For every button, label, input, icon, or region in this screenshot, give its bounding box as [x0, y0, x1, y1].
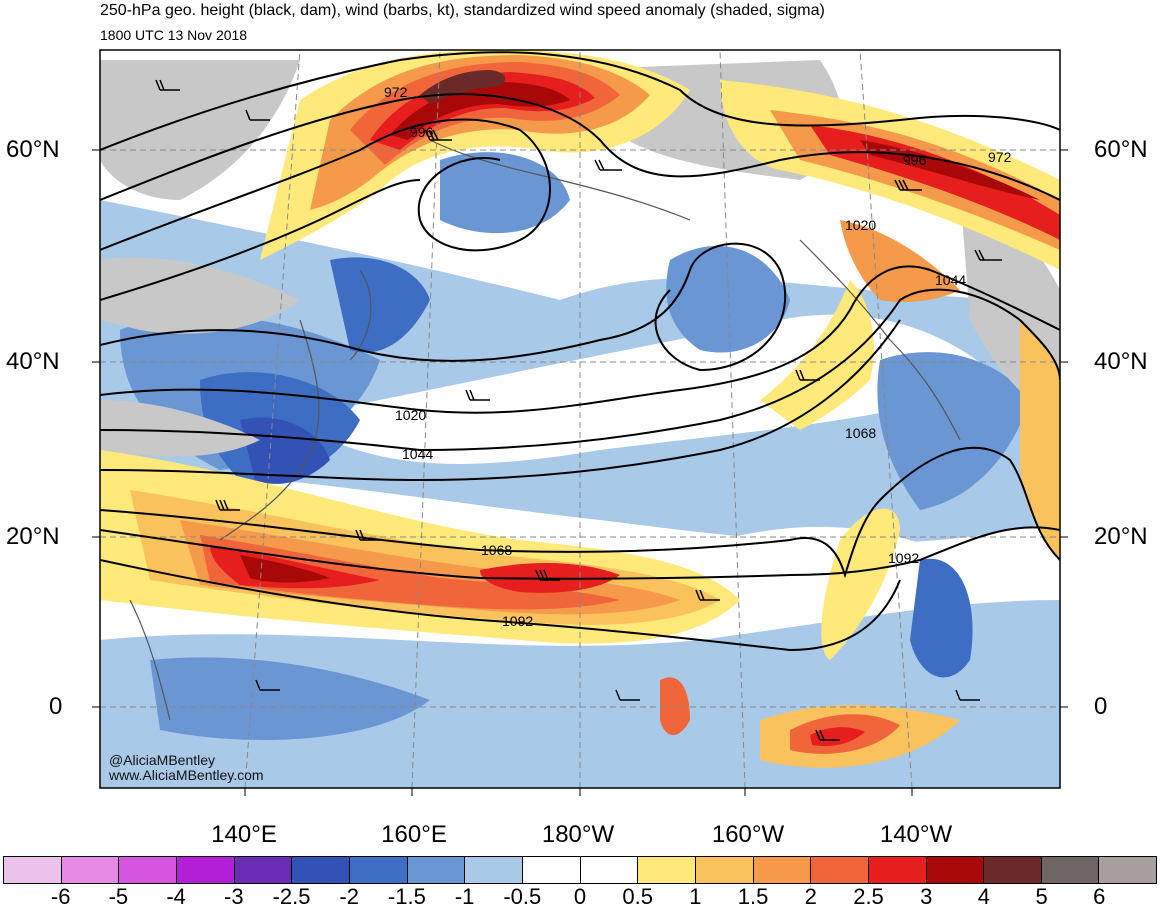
height-contours — [100, 51, 1060, 652]
colorbar-swatch — [407, 857, 466, 883]
colorbar-swatch — [753, 857, 812, 883]
colorbar-swatch — [234, 857, 293, 883]
contour-label: 1020 — [845, 217, 876, 233]
colorbar-label: 6 — [1093, 884, 1106, 909]
colorbar-swatch — [695, 857, 754, 883]
colorbar-swatch — [349, 857, 408, 883]
map-title: 250-hPa geo. height (black, dam), wind (… — [100, 2, 825, 19]
colorbar-label: 1 — [689, 884, 702, 909]
contour-label: 996 — [903, 152, 927, 168]
colorbar-swatch — [868, 857, 927, 883]
colorbar-label: 1.5 — [737, 884, 769, 909]
colorbar-swatch — [61, 857, 120, 883]
lon-label-180w: 180°W — [541, 821, 615, 848]
contour-label: 1068 — [481, 542, 512, 558]
wind-barbs — [155, 79, 1002, 741]
lat-label-40n-right: 40°N — [1094, 348, 1148, 375]
colorbar-label: -1.5 — [387, 884, 426, 909]
colorbar-swatch — [1099, 857, 1157, 883]
colorbar-swatch — [522, 857, 581, 883]
contour-label: 972 — [384, 84, 408, 100]
colorbar-label: -0.5 — [503, 884, 542, 909]
contour-label: 1092 — [888, 550, 919, 566]
contour-label: 1068 — [845, 425, 876, 441]
colorbar-swatch — [580, 857, 639, 883]
lat-label-60n-right: 60°N — [1094, 136, 1148, 163]
colorbar-swatch — [4, 857, 62, 883]
colorbar-swatch — [926, 857, 985, 883]
colorbar-label: -6 — [50, 884, 71, 909]
lat-label-20n-right: 20°N — [1094, 523, 1148, 550]
colorbar — [3, 856, 1157, 884]
contour-label: 1044 — [935, 272, 966, 288]
colorbar-swatch — [638, 857, 696, 883]
lat-label-20n: 20°N — [6, 523, 60, 550]
axis-ticks — [92, 149, 1068, 796]
contour-label: 1044 — [402, 446, 433, 462]
lat-label-0-right: 0 — [1094, 693, 1108, 720]
lat-label-40n: 40°N — [6, 348, 60, 375]
contour-label: 1020 — [395, 407, 426, 423]
colorbar-swatch — [465, 857, 523, 883]
lon-label-140e: 140°E — [211, 821, 277, 848]
colorbar-label: 5 — [1035, 884, 1048, 909]
lon-label-140w: 140°W — [879, 821, 953, 848]
contour-label: 972 — [988, 149, 1012, 165]
colorbar-swatch — [984, 857, 1042, 883]
colorbar-label: -2.5 — [272, 884, 311, 909]
map-valid-time: 1800 UTC 13 Nov 2018 — [100, 27, 248, 43]
colorbar-label: -1 — [454, 884, 475, 909]
credit-handle: @AliciaMBentley — [109, 752, 216, 768]
colorbar-swatch — [176, 857, 235, 883]
lat-label-0: 0 — [49, 693, 63, 720]
colorbar-swatch — [1041, 857, 1100, 883]
colorbar-swatch — [119, 857, 177, 883]
colorbar-label: -2 — [339, 884, 359, 909]
lat-label-60n: 60°N — [6, 136, 60, 163]
colorbar-label: 0.5 — [622, 884, 653, 909]
contour-label: 996 — [410, 124, 434, 140]
colorbar-label: 2 — [804, 884, 817, 909]
contour-labels: 972 996 972 996 1020 1044 1020 1044 1068… — [384, 84, 1012, 629]
colorbar-label: 4 — [977, 884, 991, 909]
lon-label-160e: 160°E — [381, 821, 447, 848]
colorbar-label: 2.5 — [853, 884, 884, 909]
colorbar-swatch — [292, 857, 350, 883]
credit-website: www.AliciaMBentley.com — [109, 767, 264, 783]
colorbar-label: -3 — [224, 884, 244, 909]
lon-label-160w: 160°W — [711, 821, 785, 848]
colorbar-label: 3 — [920, 884, 933, 909]
colorbar-label: 0 — [573, 884, 587, 909]
colorbar-label: -4 — [166, 884, 186, 909]
colorbar-label: -5 — [108, 884, 129, 909]
colorbar-swatch — [811, 857, 869, 883]
coastlines — [129, 139, 961, 721]
contour-label: 1092 — [502, 613, 533, 629]
